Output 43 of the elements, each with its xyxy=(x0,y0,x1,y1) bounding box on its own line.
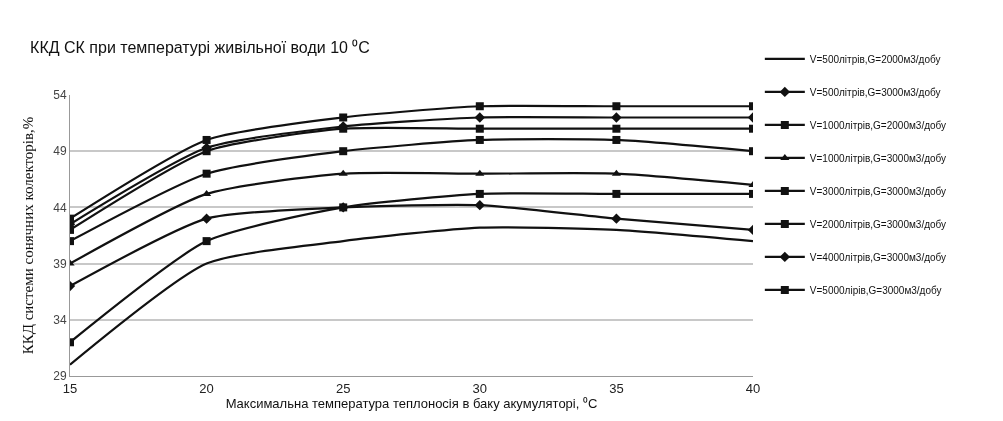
line-series xyxy=(70,226,753,366)
point xyxy=(475,124,484,133)
point xyxy=(612,124,621,133)
point xyxy=(475,189,484,198)
y-tick-label: 49 xyxy=(53,144,67,159)
point xyxy=(202,135,211,144)
x-tick-label: 40 xyxy=(745,380,761,396)
point xyxy=(475,169,485,176)
point xyxy=(475,135,484,144)
point xyxy=(475,102,484,111)
line-series xyxy=(70,169,753,266)
point xyxy=(339,113,348,122)
point xyxy=(202,237,211,246)
x-axis-title: Максимальна температура теплоносія в баку акумуляторі, ⁰С xyxy=(225,395,598,411)
y-tick-label: 54 xyxy=(53,88,67,103)
y-axis-title: ККД системи сонячних колекторів,% xyxy=(20,116,37,355)
legend-label: V=4000літрів,G=3000м3/добу xyxy=(809,251,947,263)
x-tick-label: 35 xyxy=(609,380,624,396)
point xyxy=(612,189,621,198)
y-tick-label: 39 xyxy=(53,256,67,271)
y-tick-label: 44 xyxy=(53,200,67,215)
point xyxy=(339,147,348,156)
point xyxy=(612,135,621,144)
legend-label: V=2000літрів,G=3000м3/добу xyxy=(809,218,947,230)
legend-label: V=500літрів,G=2000м3/добу xyxy=(809,53,941,65)
y-tick-label: 34 xyxy=(53,313,67,327)
legend-label: V=500літрів,G=3000м3/добу xyxy=(809,86,941,98)
x-tick-label: 25 xyxy=(335,380,351,396)
point xyxy=(474,199,485,211)
point xyxy=(611,213,622,224)
point xyxy=(202,169,211,178)
point xyxy=(474,112,485,123)
point xyxy=(611,112,622,123)
legend-label: V=3000літрів,G=3000м3/добу xyxy=(809,185,947,197)
legend-label: V=5000лірів,G=3000м3/добу xyxy=(809,284,942,296)
point xyxy=(201,213,212,224)
point xyxy=(612,102,621,111)
x-tick-label: 30 xyxy=(472,380,488,396)
chart-title: ККД СК при температурі живільної води 10 ⁰С xyxy=(30,39,370,57)
legend-label: V=1000літрів,G=3000м3/добу xyxy=(809,152,947,164)
x-tick-label: 20 xyxy=(199,380,214,396)
point xyxy=(338,169,348,176)
legend-label: V=1000літрів,G=2000м3/добу xyxy=(809,119,947,131)
